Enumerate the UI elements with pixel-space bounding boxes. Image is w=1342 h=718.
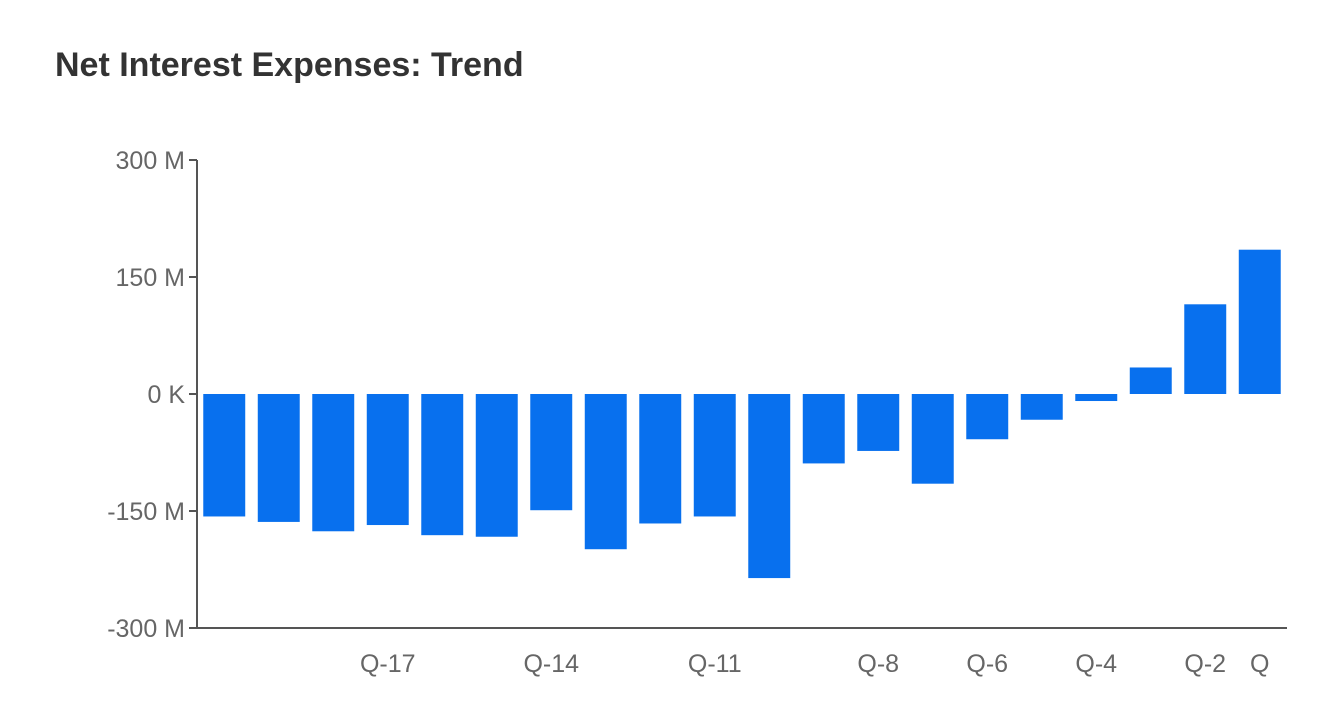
- x-tick-label: Q-4: [1075, 650, 1117, 678]
- chart-title: Net Interest Expenses: Trend: [55, 46, 524, 84]
- bar-Q-10: [748, 394, 791, 579]
- bar-Q-19: [257, 394, 300, 522]
- y-axis: 300 M 150 M 0 K -150 M -300 M: [107, 147, 198, 643]
- bar-Q-12: [639, 394, 682, 524]
- bar-Q-4: [1075, 394, 1118, 402]
- bar-Q: [1238, 249, 1281, 394]
- bar-Q-11: [693, 394, 736, 517]
- bar-Q-3: [1129, 367, 1172, 394]
- bar-Q-8: [857, 394, 900, 451]
- x-tick-label: Q-8: [857, 650, 899, 678]
- bar-Q-7: [911, 394, 954, 484]
- x-tick-label: Q-6: [966, 650, 1008, 678]
- bar-Q-9: [802, 394, 845, 464]
- y-tick-label: 0 K: [147, 381, 185, 409]
- bar-Q-16: [421, 394, 464, 536]
- x-tick-label: Q-11: [688, 650, 742, 678]
- bar-Q-5: [1020, 394, 1063, 420]
- y-tick-label: -150 M: [107, 498, 185, 526]
- bar-Q-17: [366, 394, 409, 526]
- bar-Q-2: [1184, 304, 1227, 394]
- x-tick-label: Q: [1250, 650, 1269, 678]
- x-axis: Q-17 Q-14 Q-11 Q-8 Q-6 Q-4 Q-2 Q: [197, 627, 1287, 678]
- bars-group: [203, 249, 1281, 579]
- y-tick-label: 300 M: [116, 147, 185, 175]
- x-tick-label: Q-17: [360, 650, 416, 678]
- x-tick-label: Q-2: [1184, 650, 1226, 678]
- x-tick-label: Q-14: [523, 650, 579, 678]
- bar-Q-14: [530, 394, 573, 511]
- y-tick-label: 150 M: [116, 264, 185, 292]
- bar-Q-13: [584, 394, 627, 550]
- bar-Q-6: [966, 394, 1009, 440]
- bar-Q-15: [475, 394, 518, 537]
- bar-Q-18: [312, 394, 355, 532]
- y-tick-label: -300 M: [107, 615, 185, 643]
- bar-Q-20: [203, 394, 246, 517]
